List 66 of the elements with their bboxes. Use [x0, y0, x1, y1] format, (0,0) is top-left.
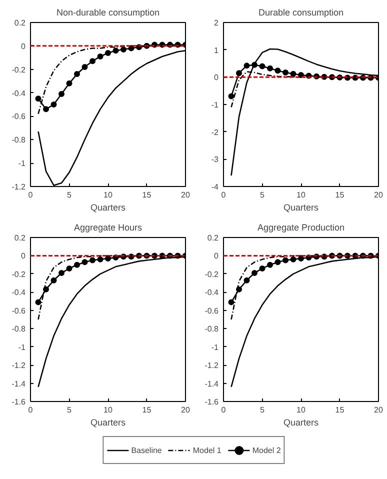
x-tick-label: 10	[296, 190, 306, 200]
y-tick-label: -1.4	[204, 379, 220, 388]
y-tick-label: 0	[21, 252, 26, 261]
x-tick-label: 20	[181, 190, 190, 200]
y-tick-label: -3	[211, 155, 220, 164]
x-tick-label: 0	[28, 406, 34, 414]
y-tick-label: 0.2	[14, 18, 26, 28]
x-tick-label: 5	[260, 190, 266, 200]
y-tick-label: -0.2	[12, 65, 26, 74]
y-tick-label: -0.6	[12, 306, 26, 316]
y-tick-label: 0.2	[207, 234, 220, 242]
x-tick-label: 20	[374, 406, 384, 414]
x-tick-label: 15	[142, 190, 152, 200]
y-tick-label: -1.2	[204, 361, 220, 370]
x-axis-title: Quarters	[90, 418, 126, 428]
y-tick-label: -0.2	[12, 270, 26, 279]
x-axis-title: Quarters	[90, 202, 126, 212]
y-tick-label: -0.2	[204, 270, 220, 279]
x-tick-label: 5	[260, 406, 266, 414]
x-tick-label: 20	[181, 406, 190, 414]
y-tick-label: -1	[211, 342, 220, 352]
y-tick-label: -1.2	[12, 361, 26, 370]
x-tick-label: 0	[221, 190, 226, 200]
x-tick-label: 5	[67, 190, 72, 200]
y-tick-label: -1.6	[204, 398, 220, 406]
chart-title: Aggregate Production	[257, 222, 345, 232]
x-tick-label: 0	[221, 406, 226, 414]
y-tick-label: -4	[211, 182, 220, 192]
y-tick-label: 0	[21, 42, 26, 51]
x-tick-label: 10	[104, 406, 113, 414]
x-tick-label: 10	[296, 406, 306, 414]
legend-label: Model 1	[192, 446, 222, 454]
y-tick-label: -0.8	[12, 136, 26, 145]
x-tick-label: 10	[104, 190, 113, 200]
x-tick-label: 20	[374, 190, 384, 200]
x-tick-label: 15	[335, 190, 345, 200]
chart-title: Non-durable consumption	[56, 8, 160, 18]
y-tick-label: -0.6	[12, 112, 26, 122]
x-axis-title: Quarters	[283, 418, 320, 428]
y-tick-label: 2	[214, 18, 220, 28]
y-tick-label: -1	[18, 159, 26, 168]
x-tick-label: 15	[335, 406, 345, 414]
chart-title: Aggregate Hours	[74, 222, 143, 232]
y-tick-label: -1.4	[12, 379, 26, 388]
y-tick-label: -0.4	[12, 288, 26, 298]
y-tick-label: -0.4	[12, 88, 26, 98]
y-tick-label: -1	[211, 100, 220, 110]
y-tick-label: 0	[214, 73, 220, 82]
legend-label: Model 2	[252, 446, 281, 454]
chart-title: Durable consumption	[258, 8, 344, 18]
y-tick-label: -0.6	[204, 306, 220, 316]
x-tick-label: 5	[67, 406, 72, 414]
legend-label: Baseline	[131, 446, 162, 454]
x-tick-label: 0	[28, 190, 34, 200]
y-tick-label: 1	[214, 46, 220, 55]
y-tick-label: -1	[18, 342, 26, 352]
y-tick-label: -0.8	[12, 324, 26, 334]
y-tick-label: -0.4	[204, 288, 220, 298]
x-axis-title: Quarters	[283, 202, 320, 212]
y-tick-label: -2	[211, 128, 220, 137]
y-tick-label: -1.2	[12, 182, 26, 192]
x-tick-label: 15	[142, 406, 152, 414]
y-tick-label: -0.8	[204, 324, 220, 334]
y-tick-label: -1.6	[12, 398, 26, 406]
y-tick-label: 0.2	[14, 234, 26, 242]
y-tick-label: 0	[214, 252, 220, 261]
